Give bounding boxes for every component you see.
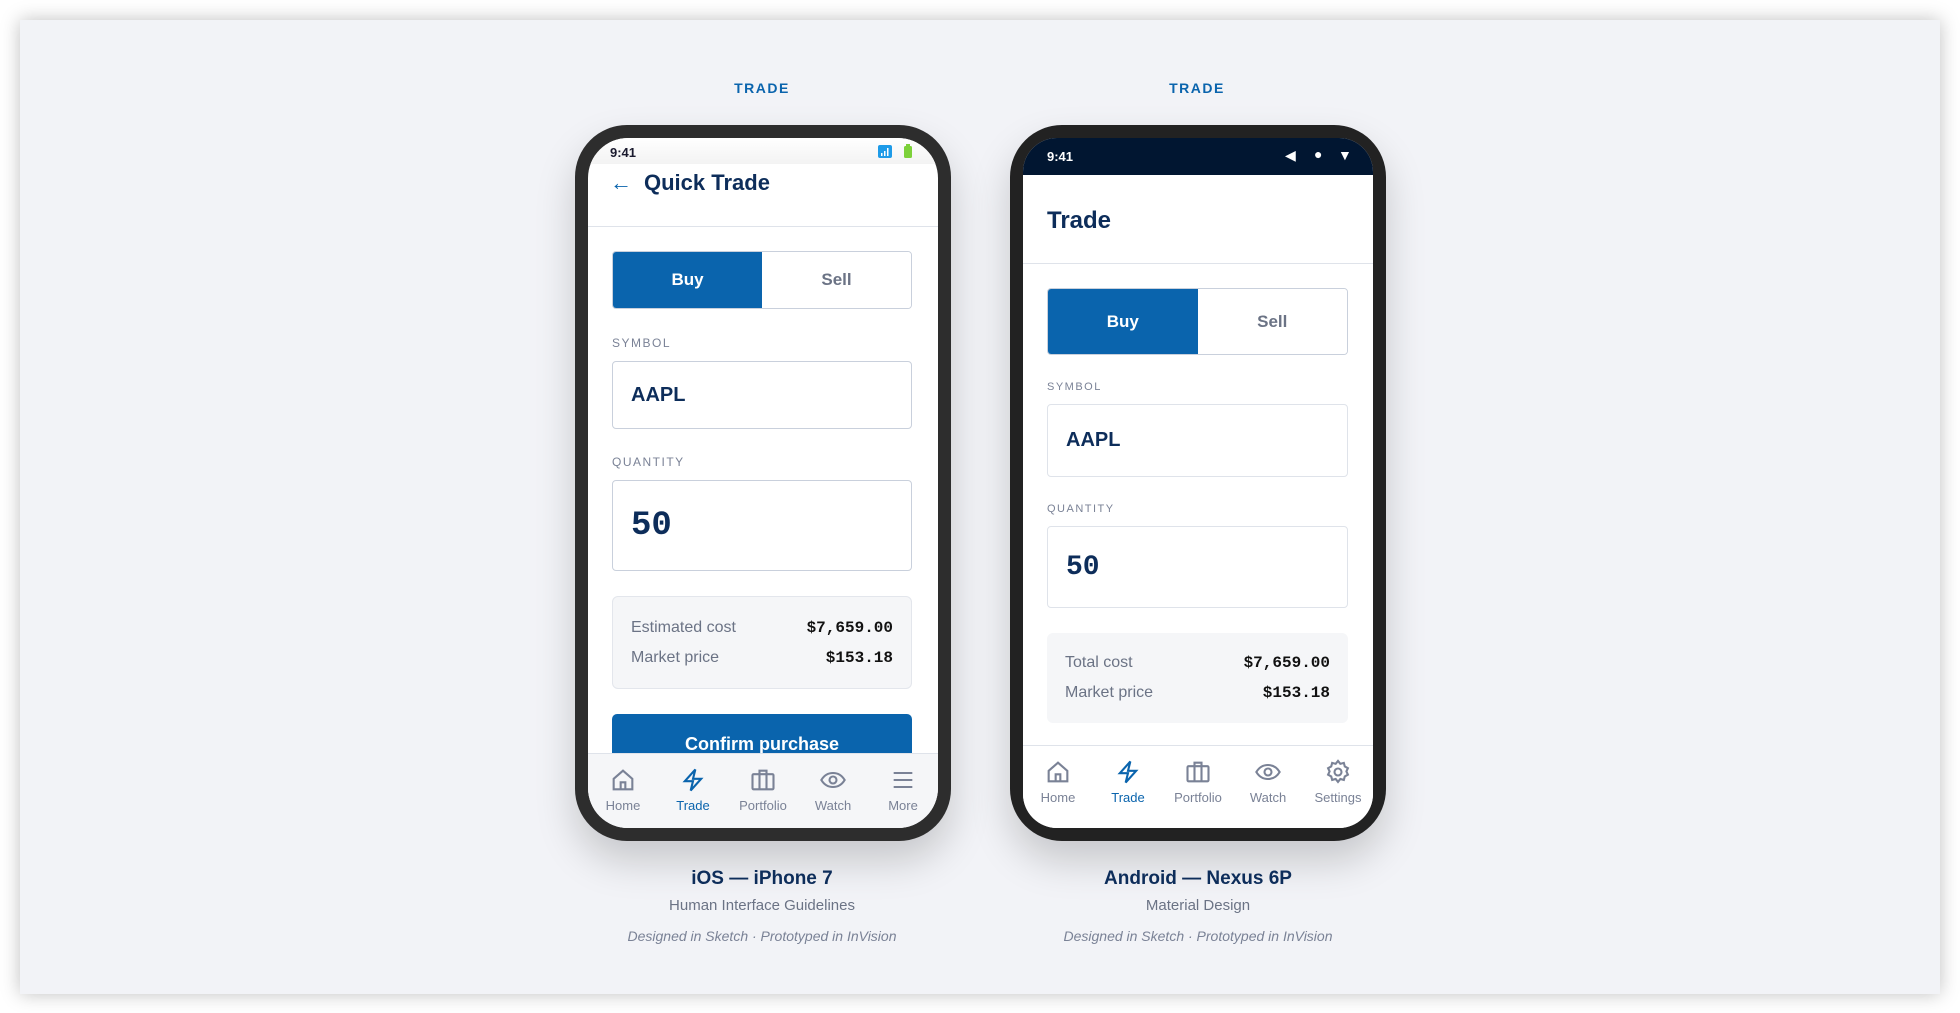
buy-segment[interactable]: Buy xyxy=(613,252,762,308)
tab-more[interactable]: More xyxy=(873,766,933,828)
back-arrow-icon[interactable]: ← xyxy=(610,170,632,195)
tab-home[interactable]: Home xyxy=(593,766,653,828)
quantity-label: QUANTITY xyxy=(1047,503,1115,515)
symbol-input[interactable]: AAPL xyxy=(1047,404,1348,477)
buy-segment[interactable]: Buy xyxy=(1048,289,1198,354)
tab-watch[interactable]: Watch xyxy=(803,766,863,828)
android-phone: 9:41 ◀ ● ▼ Trade Buy Sell SYMBOL AAPL QU… xyxy=(1010,125,1386,841)
android-caption-title: Android — Nexus 6P xyxy=(1104,868,1292,889)
buy-sell-toggle[interactable]: Buy Sell xyxy=(612,251,912,309)
summary-row: Total cost $7,659.00 xyxy=(1065,648,1330,678)
briefcase-icon xyxy=(1186,761,1210,783)
tab-label: Trade xyxy=(1111,790,1145,805)
order-summary: Estimated cost $7,659.00 Market price $153… xyxy=(612,596,912,689)
summary-label: Market price xyxy=(631,649,720,666)
tab-label: Watch xyxy=(814,798,852,813)
tab-label: Trade xyxy=(676,798,710,813)
quantity-input[interactable]: 50 xyxy=(612,480,912,571)
header-divider xyxy=(1023,263,1373,264)
eye-icon xyxy=(1255,763,1281,781)
page-title: Quick Trade xyxy=(644,170,770,195)
quantity-value: 50 xyxy=(631,506,672,545)
tab-bar: Home Trade Portfolio Watch More xyxy=(588,753,938,828)
summary-value: $153.18 xyxy=(825,649,893,667)
home-icon xyxy=(612,769,634,791)
menu-icon xyxy=(893,771,913,789)
eye-icon xyxy=(820,771,846,789)
symbol-label: SYMBOL xyxy=(1047,381,1102,393)
sell-segment[interactable]: Sell xyxy=(1197,289,1347,354)
buy-sell-toggle[interactable]: Buy Sell xyxy=(1047,288,1348,355)
tab-home[interactable]: Home xyxy=(1028,758,1088,828)
battery-icon xyxy=(904,144,912,158)
summary-row: Market price $153.18 xyxy=(631,643,893,673)
page-title: Trade xyxy=(1047,207,1112,234)
tab-portfolio[interactable]: Portfolio xyxy=(1168,758,1228,828)
home-nav-icon: ● xyxy=(1314,146,1323,162)
tab-watch[interactable]: Watch xyxy=(1238,758,1298,828)
symbol-input[interactable]: AAPL xyxy=(612,361,912,429)
tab-label: More xyxy=(888,798,918,813)
quantity-value: 50 xyxy=(1066,551,1100,583)
tab-portfolio[interactable]: Portfolio xyxy=(733,766,793,828)
summary-row: Estimated cost $7,659.00 xyxy=(631,613,893,643)
tab-label: Home xyxy=(1040,790,1076,805)
tab-label: Settings xyxy=(1314,790,1362,805)
tab-trade[interactable]: Trade xyxy=(1098,758,1158,828)
tab-label: Portfolio xyxy=(739,798,787,813)
bolt-icon xyxy=(1117,760,1139,784)
ios-caption-note: Designed in Sketch · Prototyped in InVis… xyxy=(627,928,897,944)
android-column-label: TRADE xyxy=(1169,80,1225,96)
status-time: 9:41 xyxy=(610,145,637,160)
summary-row: Market price $153.18 xyxy=(1065,678,1330,708)
recents-nav-icon: ▼ xyxy=(1338,147,1352,163)
home-icon xyxy=(1047,761,1069,783)
tab-trade[interactable]: Trade xyxy=(663,766,723,828)
summary-label: Total cost xyxy=(1065,654,1133,671)
quantity-label: QUANTITY xyxy=(612,455,685,469)
status-time: 9:41 xyxy=(1047,149,1074,164)
summary-label: Estimated cost xyxy=(631,619,736,636)
android-screen: 9:41 ◀ ● ▼ Trade Buy Sell SYMBOL AAPL QU… xyxy=(1023,138,1373,828)
tab-settings[interactable]: Settings xyxy=(1308,758,1368,828)
ios-column-label: TRADE xyxy=(734,80,790,96)
bottom-navigation: Home Trade Portfolio Watch Settings xyxy=(1023,745,1373,828)
sell-segment[interactable]: Sell xyxy=(762,252,911,308)
back-nav-icon: ◀ xyxy=(1285,147,1296,163)
symbol-value: AAPL xyxy=(1066,429,1121,451)
status-bar: 9:41 xyxy=(588,138,938,164)
ios-caption-subtitle: Human Interface Guidelines xyxy=(669,897,855,914)
tab-label: Home xyxy=(605,798,641,813)
summary-value: $7,659.00 xyxy=(806,619,893,637)
ios-screen: 9:41 ← Quick Trade Buy Sell SYMBOL AAPL … xyxy=(588,138,938,828)
bolt-icon xyxy=(682,768,704,792)
order-summary: Total cost $7,659.00 Market price $153.18 xyxy=(1047,633,1348,723)
quantity-input[interactable]: 50 xyxy=(1047,526,1348,608)
tab-label: Portfolio xyxy=(1174,790,1222,805)
symbol-value: AAPL xyxy=(631,383,686,406)
status-bar: 9:41 ◀ ● ▼ xyxy=(1023,138,1373,175)
summary-value: $7,659.00 xyxy=(1243,654,1330,672)
tab-label: Watch xyxy=(1249,790,1287,805)
android-caption-note: Designed in Sketch · Prototyped in InVis… xyxy=(1063,928,1333,944)
android-caption-subtitle: Material Design xyxy=(1145,897,1251,914)
summary-value: $153.18 xyxy=(1262,684,1330,702)
signal-icon xyxy=(878,145,892,158)
header-divider xyxy=(588,226,938,227)
gear-icon xyxy=(1326,759,1350,784)
summary-label: Market price xyxy=(1065,684,1154,701)
ios-caption-title: iOS — iPhone 7 xyxy=(691,868,833,889)
canvas xyxy=(20,20,1940,994)
briefcase-icon xyxy=(751,769,775,791)
ios-phone: 9:41 ← Quick Trade Buy Sell SYMBOL AAPL … xyxy=(575,125,951,841)
symbol-label: SYMBOL xyxy=(612,336,672,350)
